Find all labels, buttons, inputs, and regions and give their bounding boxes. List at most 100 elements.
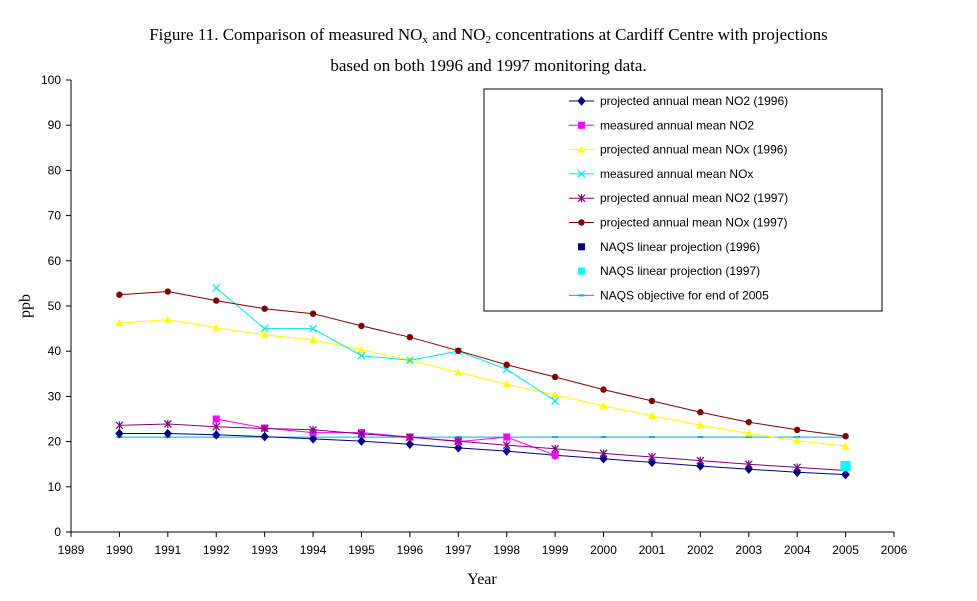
- data-point: [309, 335, 318, 343]
- title-line-2: based on both 1996 and 1997 monitoring d…: [330, 56, 647, 75]
- legend-item: NAQS objective for end of 2005: [569, 288, 769, 302]
- data-point: [454, 443, 463, 453]
- data-point: [840, 461, 851, 472]
- data-point: [309, 310, 317, 317]
- x-tick-label: 1995: [348, 543, 375, 557]
- data-point: [647, 457, 657, 468]
- series-line: [215, 287, 556, 402]
- legend-swatch-marker: [577, 145, 586, 153]
- x-tick-label: 2004: [784, 543, 811, 557]
- data-point: [745, 418, 752, 426]
- legend-item: projected annual mean NO2 (1996): [569, 94, 788, 108]
- legend-item: measured annual mean NO2: [569, 118, 754, 132]
- series-7: [840, 461, 851, 472]
- data-point: [647, 411, 656, 419]
- data-point: [551, 391, 560, 399]
- x-tick-label: 2005: [832, 543, 859, 557]
- x-tick-label: 2001: [639, 543, 666, 557]
- data-point: [405, 433, 414, 442]
- data-point: [793, 463, 802, 472]
- data-point: [744, 460, 753, 469]
- data-point: [648, 452, 656, 461]
- legend-label: measured annual mean NOx: [600, 167, 753, 181]
- y-tick-label: 0: [54, 525, 61, 539]
- data-point: [357, 436, 366, 446]
- title-part-a: Figure 11. Comparison of measured NO: [149, 25, 423, 44]
- data-point: [793, 426, 801, 434]
- series-line: [119, 290, 846, 437]
- legend-swatch-marker: [578, 121, 585, 129]
- data-point: [696, 461, 705, 471]
- x-tick-label: 1990: [106, 543, 133, 557]
- legend-swatch-marker: [577, 96, 586, 106]
- legend: projected annual mean NO2 (1996) measured…: [483, 88, 883, 312]
- data-point: [793, 467, 802, 478]
- data-point: [212, 323, 221, 331]
- title-sub-2: 2: [485, 34, 492, 46]
- data-point: [260, 431, 269, 442]
- data-point: [454, 368, 463, 376]
- legend-label: projected annual mean NO2 (1996): [600, 94, 788, 108]
- data-point: [841, 442, 850, 450]
- data-point: [551, 373, 559, 381]
- data-point: [163, 419, 172, 428]
- data-point: [115, 319, 124, 327]
- data-point: [842, 432, 849, 440]
- data-point: [503, 433, 511, 441]
- series-layer: [115, 283, 851, 480]
- data-point: [696, 421, 705, 429]
- legend-swatch-marker: [577, 169, 586, 178]
- data-point: [455, 347, 462, 354]
- data-point: [744, 464, 753, 474]
- data-point: [503, 361, 510, 368]
- data-point: [260, 324, 269, 333]
- y-tick-label: 60: [48, 254, 62, 268]
- data-point: [357, 351, 366, 360]
- legend-label: measured annual mean NO2: [600, 118, 754, 132]
- x-tick-label: 1993: [251, 543, 278, 557]
- data-point: [115, 421, 124, 430]
- data-point: [793, 436, 802, 444]
- data-point: [405, 439, 415, 450]
- data-point: [551, 396, 560, 405]
- data-point: [502, 380, 511, 388]
- y-tick-label: 30: [48, 389, 62, 403]
- data-point: [260, 424, 269, 433]
- x-tick-label: 1991: [154, 543, 181, 557]
- legend-label: projected annual mean NO2 (1997): [600, 191, 788, 205]
- data-point: [599, 454, 608, 464]
- legend-item: NAQS linear projection (1997): [578, 264, 760, 278]
- series-line: [119, 319, 846, 447]
- series-line: [119, 423, 846, 471]
- x-tick-label: 1994: [300, 543, 327, 557]
- title-sub-x: x: [422, 34, 428, 46]
- series-5: [116, 288, 849, 440]
- x-axis-title: Year: [467, 571, 497, 588]
- data-point: [309, 425, 317, 434]
- data-point: [551, 444, 560, 453]
- legend-label: NAQS linear projection (1997): [600, 264, 760, 278]
- data-point: [551, 451, 559, 459]
- x-tick-label: 1997: [445, 543, 472, 557]
- legend-item: projected annual mean NOx (1996): [569, 143, 787, 157]
- legend-label: projected annual mean NOx (1997): [600, 216, 787, 230]
- data-point: [212, 415, 220, 423]
- data-point: [261, 305, 268, 312]
- y-tick-label: 90: [48, 118, 62, 132]
- data-point: [502, 441, 511, 450]
- data-point: [309, 324, 317, 333]
- x-tick-label: 1992: [203, 543, 230, 557]
- data-point: [357, 429, 366, 438]
- data-point: [163, 315, 172, 323]
- data-point: [600, 386, 607, 393]
- y-axis-title: ppb: [17, 294, 34, 318]
- data-point: [406, 333, 414, 341]
- legend-item: NAQS linear projection (1996): [578, 240, 760, 254]
- data-point: [744, 429, 753, 437]
- legend-label: NAQS linear projection (1996): [600, 240, 760, 254]
- x-tick-label: 2000: [590, 543, 617, 557]
- legend-swatch-marker: [578, 243, 585, 251]
- y-tick-label: 70: [48, 209, 62, 223]
- legend-swatch-marker: [578, 267, 585, 275]
